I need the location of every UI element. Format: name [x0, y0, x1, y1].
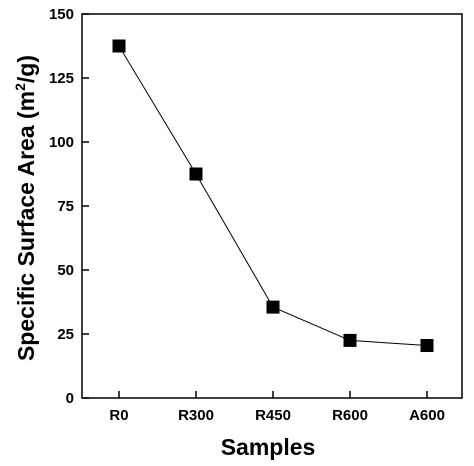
data-point [343, 333, 357, 347]
x-tick-label: A600 [409, 407, 445, 424]
y-axis-title-main: Specific Surface Area (m [13, 91, 39, 361]
y-axis-title-tail: /g) [13, 55, 39, 83]
x-tick-label: R450 [255, 407, 291, 424]
y-axis: 0 25 50 75 100 125 150 [49, 6, 89, 407]
y-tick-label: 75 [57, 198, 74, 215]
x-tick-label: R300 [178, 407, 214, 424]
x-axis: R0 R300 R450 R600 A600 [109, 391, 445, 424]
y-tick-label: 50 [57, 262, 74, 279]
y-tick-label: 150 [49, 6, 74, 23]
x-tick-label: R600 [332, 407, 368, 424]
y-axis-title-sup: 2 [12, 83, 28, 91]
x-tick-label: R0 [109, 407, 128, 424]
data-point [266, 300, 280, 314]
data-markers [112, 39, 434, 353]
y-axis-title: Specific Surface Area (m2/g) [12, 55, 39, 361]
data-point [112, 39, 126, 53]
series-line [118, 45, 428, 347]
data-point [420, 339, 434, 353]
y-tick-label: 0 [66, 390, 74, 407]
plot-frame [81, 13, 463, 399]
y-tick-label: 125 [49, 70, 74, 87]
x-axis-title: Samples [221, 434, 316, 460]
y-tick-label: 25 [57, 326, 74, 343]
data-point [189, 167, 203, 181]
y-tick-label: 100 [49, 134, 74, 151]
